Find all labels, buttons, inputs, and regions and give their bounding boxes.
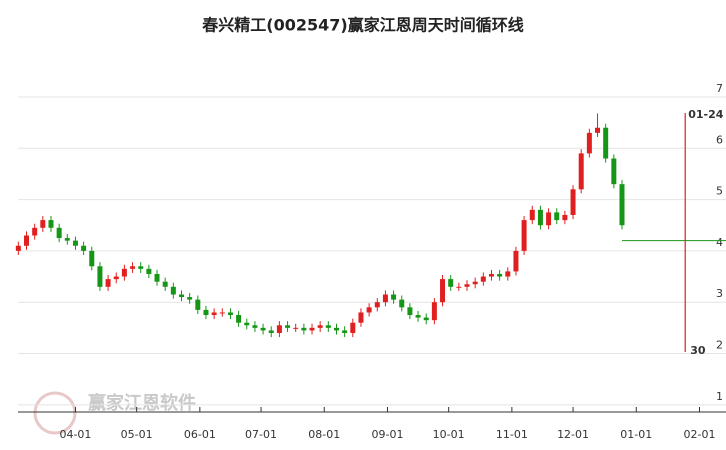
x-tick-label: 06-01 [184,428,216,441]
candle-body [15,245,21,251]
x-tick-label: 07-01 [245,428,277,441]
candle-body [399,299,405,308]
candle-body [546,212,552,226]
candle-body [40,220,46,228]
y-tick-label: 5 [716,185,723,198]
candle-body [325,325,331,328]
candle-body [578,153,584,190]
candle-body [244,322,250,326]
candle-body [260,327,266,331]
watermark: 赢家江恩软件 [88,392,196,414]
candle-body [293,327,299,329]
x-tick-label: 10-01 [433,428,465,441]
candle-body [603,127,609,159]
x-tick-label: 02-01 [684,428,716,441]
candle-body [97,266,103,287]
candle-body [195,299,201,310]
cycle-label-bottom: 30 [690,344,706,357]
y-tick-label: 1 [716,390,723,403]
candle-body [529,209,535,221]
candle-body [146,268,152,274]
candle-body [513,250,519,272]
candle-body [24,235,30,246]
candle-body [595,127,601,133]
watermark-logo [33,391,77,435]
candle-body [480,276,486,282]
x-tick-label: 12-01 [557,428,589,441]
candle-body [472,281,478,285]
candle-body [72,240,78,246]
candle-body [211,312,217,316]
candle-body [407,307,413,316]
candle-body [366,307,372,313]
candle-body [154,273,160,282]
candle-body [56,227,62,239]
candle-body [309,327,315,331]
candle-body [554,212,560,221]
candle-body [179,294,184,298]
x-tick-label: 11-01 [496,428,528,441]
candle-body [113,276,119,280]
candle-body [448,279,454,287]
candle-body [415,315,421,318]
candle-body [342,330,348,333]
candle-body [170,286,176,295]
candle-body [138,266,144,269]
candle-body [276,325,282,333]
candle-body [570,189,576,215]
candle-body [423,317,429,321]
x-tick-label: 05-01 [121,428,153,441]
candle-body [464,284,470,287]
x-tick-label: 08-01 [308,428,340,441]
candle-body [537,209,543,226]
candle-body [187,297,193,300]
candle-body [391,294,397,300]
candle-body [431,302,437,321]
candle-body [285,325,291,328]
candle-body [619,184,625,226]
candle-body [48,220,54,228]
y-tick-label: 7 [716,82,723,95]
y-tick-label: 6 [716,133,723,146]
candle-body [105,279,111,287]
candle-body [562,214,568,221]
x-tick-label: 01-01 [620,428,652,441]
candle-body [611,158,617,185]
cycle-label-top: 01-24 [688,108,724,121]
candle-body [586,132,592,154]
candle-body [227,312,233,316]
candle-body [374,302,380,308]
candle-body [32,227,38,236]
candle-body [333,327,339,331]
y-tick-label: 3 [716,287,723,300]
candle-body [252,325,258,328]
candle-body [219,312,225,314]
candle-body [236,315,242,323]
candle-body [121,268,127,277]
candle-body [89,250,95,267]
y-tick-label: 2 [716,339,723,352]
candle-body [64,238,70,241]
chart-title: 春兴精工(002547)赢家江恩周天时间循环线 [201,16,523,35]
candle-body [350,322,356,333]
candle-body [497,273,503,277]
candle-body [301,327,307,331]
x-tick-label: 09-01 [371,428,403,441]
candle-body [130,266,136,269]
candle-body [521,220,527,251]
candle-body [203,309,209,316]
candle-body [382,294,388,303]
candle-body [440,279,446,303]
candle-body [488,273,494,277]
candle-body [505,271,511,277]
x-tick-label: 04-01 [59,428,91,441]
candle-body [358,312,364,323]
candle-body [268,330,274,333]
candle-body [456,286,462,288]
candle-body [317,325,323,328]
y-tick-label: 4 [716,236,723,249]
candle-body [81,245,87,251]
candle-body [162,281,168,287]
